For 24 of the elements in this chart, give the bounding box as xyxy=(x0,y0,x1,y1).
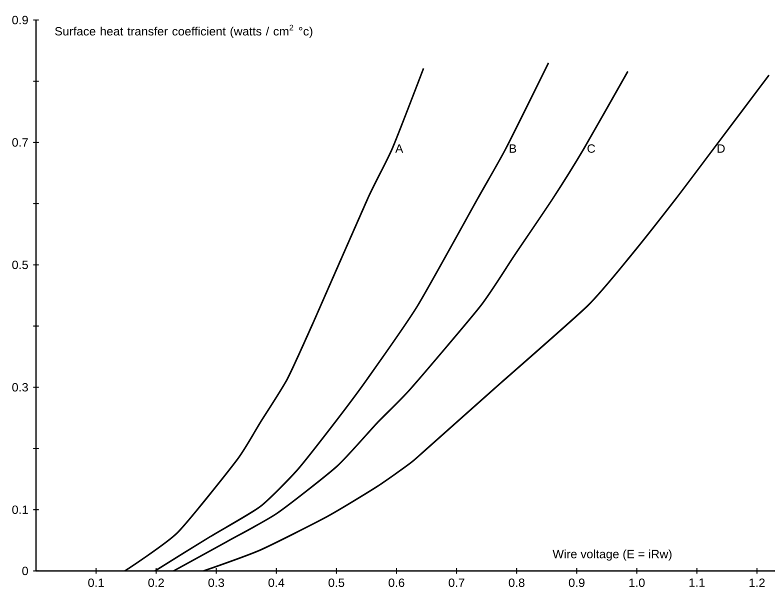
x-axis-title: Wire voltage (E = iRw) xyxy=(552,549,672,561)
series-label: D xyxy=(718,144,725,153)
x-tick-label: 0.7 xyxy=(448,578,464,587)
x-tick-label: 0.5 xyxy=(328,578,344,587)
series-label: A xyxy=(395,144,404,153)
x-tick-label: 0.2 xyxy=(148,578,164,587)
series-label: B xyxy=(510,144,516,153)
y-axis-title: Surface heat transfer coefficient (watts / cm$^{2}$ °c) xyxy=(55,24,312,38)
y-tick-label: 0.1 xyxy=(12,505,28,514)
x-tick-label: 1.1 xyxy=(689,578,705,587)
x-tick-label: 0.1 xyxy=(88,578,104,587)
y-tick-label: 0.5 xyxy=(12,260,28,269)
series-label: C xyxy=(587,144,596,153)
x-tick-label: 0.6 xyxy=(388,578,404,587)
x-tick-label: 1.2 xyxy=(750,578,765,587)
x-tick-label: 0.8 xyxy=(508,578,524,587)
y-tick-label: 0 xyxy=(22,566,28,576)
x-tick-label: 0.3 xyxy=(208,578,224,587)
x-tick-label: 0.9 xyxy=(568,578,585,587)
x-tick-label: 0.4 xyxy=(268,578,284,587)
x-tick-label: 1.0 xyxy=(629,578,645,587)
y-tick-label: 0.9 xyxy=(12,16,28,24)
y-tick-label: 0.7 xyxy=(12,138,28,147)
y-tick-label: 0.3 xyxy=(12,382,28,392)
